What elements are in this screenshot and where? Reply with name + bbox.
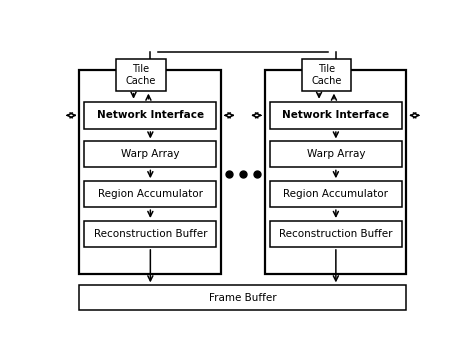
Text: Warp Array: Warp Array	[121, 150, 180, 159]
Bar	[270, 181, 402, 207]
Bar	[84, 102, 217, 129]
Text: Frame Buffer: Frame Buffer	[209, 293, 277, 303]
Text: Reconstruction Buffer: Reconstruction Buffer	[279, 229, 392, 239]
Bar	[270, 102, 402, 129]
Bar	[84, 181, 217, 207]
Text: Reconstruction Buffer: Reconstruction Buffer	[93, 229, 207, 239]
Bar	[80, 285, 406, 310]
Text: Tile
Cache: Tile Cache	[311, 64, 342, 86]
Bar	[265, 70, 406, 274]
Bar	[270, 221, 402, 247]
Text: Network Interface: Network Interface	[283, 110, 390, 120]
Text: Warp Array: Warp Array	[307, 150, 365, 159]
Text: Region Accumulator: Region Accumulator	[283, 189, 388, 199]
Bar	[301, 59, 351, 91]
Text: Network Interface: Network Interface	[97, 110, 204, 120]
Bar	[116, 59, 166, 91]
Bar	[270, 141, 402, 167]
Bar	[84, 221, 217, 247]
Bar	[80, 70, 221, 274]
Text: Tile
Cache: Tile Cache	[126, 64, 156, 86]
Bar	[84, 141, 217, 167]
Text: Region Accumulator: Region Accumulator	[98, 189, 203, 199]
